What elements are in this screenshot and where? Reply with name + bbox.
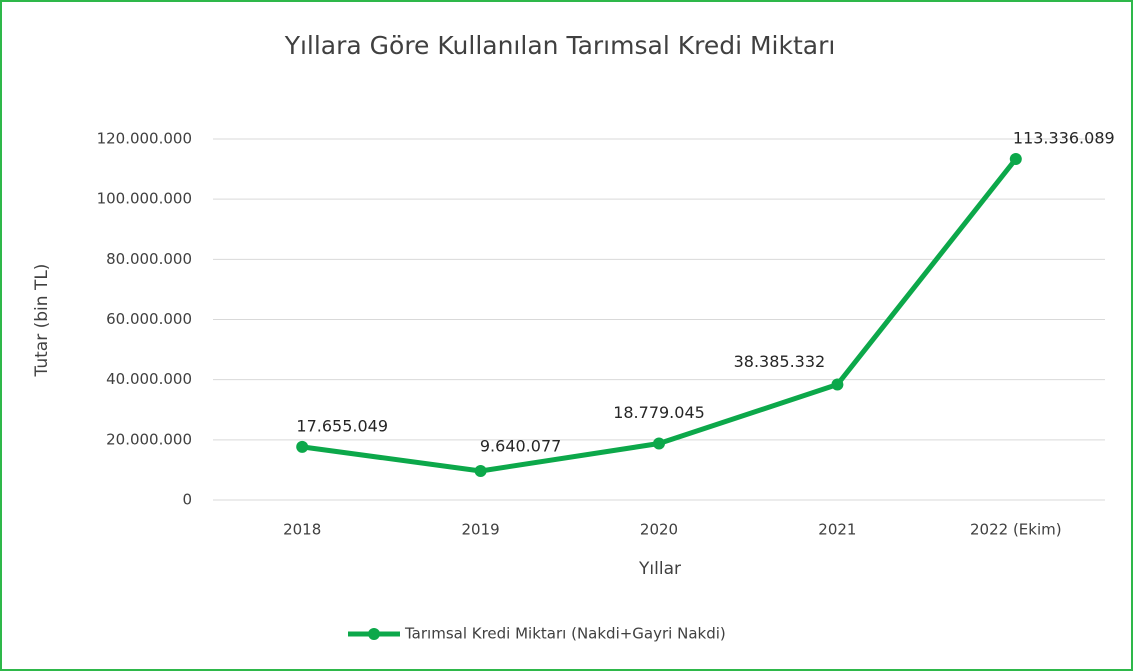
y-tick-label: 100.000.000 [97, 190, 192, 208]
marker [1009, 153, 1022, 166]
chart-title: Yıllara Göre Kullanılan Tarımsal Kredi M… [284, 31, 836, 60]
y-tick-label: 60.000.000 [106, 310, 192, 328]
marker [474, 464, 487, 477]
x-tick-label: 2018 [283, 521, 321, 539]
data-label: 17.655.049 [296, 416, 388, 435]
x-tick-label: 2020 [640, 521, 678, 539]
x-tick-label: 2022 (Ekim) [970, 521, 1062, 539]
legend-marker [368, 628, 380, 640]
legend-label: Tarımsal Kredi Miktarı (Nakdi+Gayri Nakd… [404, 625, 726, 643]
data-label: 38.385.332 [734, 352, 826, 371]
y-tick-label: 40.000.000 [106, 370, 192, 388]
marker [653, 437, 665, 450]
x-tick-label: 2019 [462, 521, 500, 539]
y-tick-label: 120.000.000 [97, 130, 192, 148]
data-label: 113.336.089 [1013, 129, 1115, 148]
data-label: 18.779.045 [613, 403, 705, 422]
y-tick-label: 20.000.000 [106, 430, 192, 448]
y-tick-label: 0 [182, 491, 192, 509]
data-label: 9.640.077 [480, 436, 561, 455]
x-tick-label: 2021 [818, 521, 856, 539]
x-axis-label: Yıllar [638, 559, 681, 579]
marker [296, 440, 309, 453]
marker [831, 378, 844, 391]
y-axis-label: Tutar (bin TL) [32, 264, 52, 378]
y-tick-label: 80.000.000 [106, 250, 192, 268]
